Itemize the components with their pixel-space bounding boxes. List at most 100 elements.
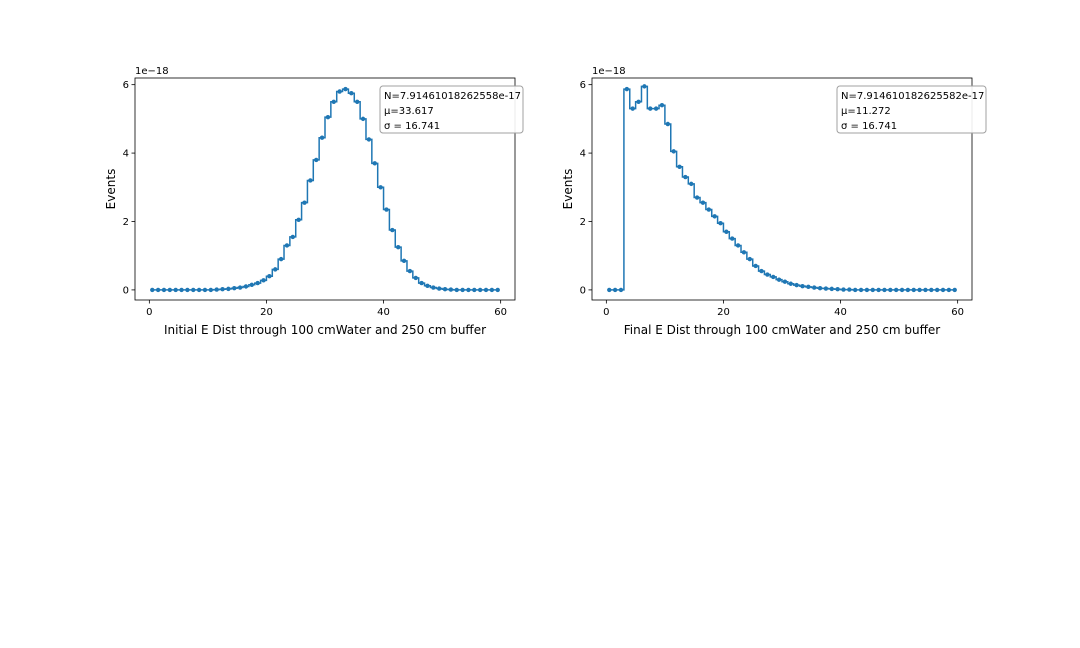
data-point [724, 229, 729, 234]
x-tick-label: 40 [377, 307, 390, 318]
stats-line: σ = 16.741 [384, 121, 440, 132]
data-point [237, 285, 243, 290]
data-point [319, 135, 325, 140]
data-point [612, 287, 618, 293]
data-point [472, 287, 477, 293]
data-point [150, 287, 155, 293]
data-point [847, 287, 852, 292]
data-point [372, 161, 377, 166]
y-tick-label: 2 [123, 217, 129, 228]
data-point [454, 287, 459, 293]
data-point [794, 282, 799, 288]
y-tick-label: 0 [580, 285, 586, 296]
data-point [442, 287, 448, 292]
data-point [899, 287, 905, 293]
data-point [466, 287, 471, 293]
data-point [185, 287, 190, 293]
data-point [407, 268, 413, 274]
data-point [882, 287, 887, 293]
data-point [401, 258, 407, 264]
data-point [161, 287, 167, 293]
y-offset-label: 1e−18 [135, 66, 169, 77]
y-tick-label: 4 [123, 149, 129, 160]
data-point [366, 137, 372, 142]
chart-panel-1: 0 20 40 60 0 2 4 6 1e−18 Initial E Dist through 1… [104, 66, 524, 337]
data-point [179, 287, 184, 293]
data-point [249, 282, 255, 287]
x-tick-label: 0 [146, 307, 152, 318]
data-point [741, 250, 747, 255]
data-point [477, 287, 483, 293]
x-tick-label: 20 [717, 307, 730, 318]
data-point [683, 174, 688, 180]
stats-box [379, 85, 524, 134]
series-step-line [152, 88, 498, 291]
data-point [776, 277, 782, 282]
data-point [489, 287, 495, 293]
data-point [706, 207, 712, 212]
x-tick-label: 0 [603, 307, 609, 318]
data-point [694, 195, 700, 200]
x-axis-label: Initial E Dist through 100 cmWater and 2… [164, 323, 486, 337]
data-point [747, 256, 752, 262]
y-tick-label: 6 [123, 80, 129, 91]
x-tick-label: 20 [260, 307, 273, 318]
data-point [677, 164, 682, 169]
chart-panel-2: 0 20 40 60 0 2 4 6 1e−18 Final E Dist through 100… [561, 66, 987, 337]
data-point [923, 287, 928, 293]
data-point [730, 236, 735, 241]
data-point [425, 283, 430, 289]
data-point [202, 287, 208, 293]
data-point [167, 287, 173, 293]
data-point [759, 268, 764, 274]
x-tick-label: 40 [834, 307, 847, 318]
data-point [413, 275, 418, 281]
data-point [261, 278, 266, 283]
data-point [718, 221, 723, 226]
data-point [671, 149, 676, 154]
data-point [296, 217, 301, 222]
data-point [448, 287, 454, 292]
y-tick-label: 0 [123, 285, 129, 296]
x-tick-label: 60 [951, 307, 964, 318]
x-tick-label: 60 [494, 307, 507, 318]
data-point [355, 99, 360, 104]
data-point [255, 280, 260, 286]
y-axis-label: Events [104, 169, 118, 210]
data-point [659, 102, 665, 108]
y-axis-label: Events [561, 169, 575, 210]
data-point [284, 243, 290, 248]
data-point [419, 280, 424, 286]
data-point [788, 281, 793, 286]
data-point [226, 286, 231, 292]
data-point [648, 106, 653, 111]
data-point [302, 200, 307, 205]
data-point [864, 287, 870, 293]
data-point [431, 285, 436, 290]
y-tick-label: 2 [580, 217, 586, 228]
data-point [893, 287, 899, 293]
data-point [852, 287, 858, 293]
data-point [267, 274, 272, 279]
data-point [911, 287, 916, 293]
data-point [349, 91, 354, 96]
data-point [360, 116, 366, 122]
y-tick-label: 4 [580, 149, 586, 160]
data-point [753, 263, 758, 269]
data-point [196, 287, 202, 293]
data-point [812, 285, 817, 290]
data-point [343, 86, 348, 92]
data-point [483, 287, 489, 293]
stats-line: N=7.91461018262558e-17 [384, 91, 521, 102]
data-point [243, 284, 249, 289]
data-point [934, 287, 940, 293]
data-point [232, 285, 237, 291]
data-point [905, 287, 911, 293]
data-point [314, 157, 319, 163]
data-point [735, 243, 741, 248]
data-point [191, 287, 196, 293]
data-point [888, 287, 893, 293]
data-point [325, 114, 331, 120]
data-point [337, 89, 342, 94]
